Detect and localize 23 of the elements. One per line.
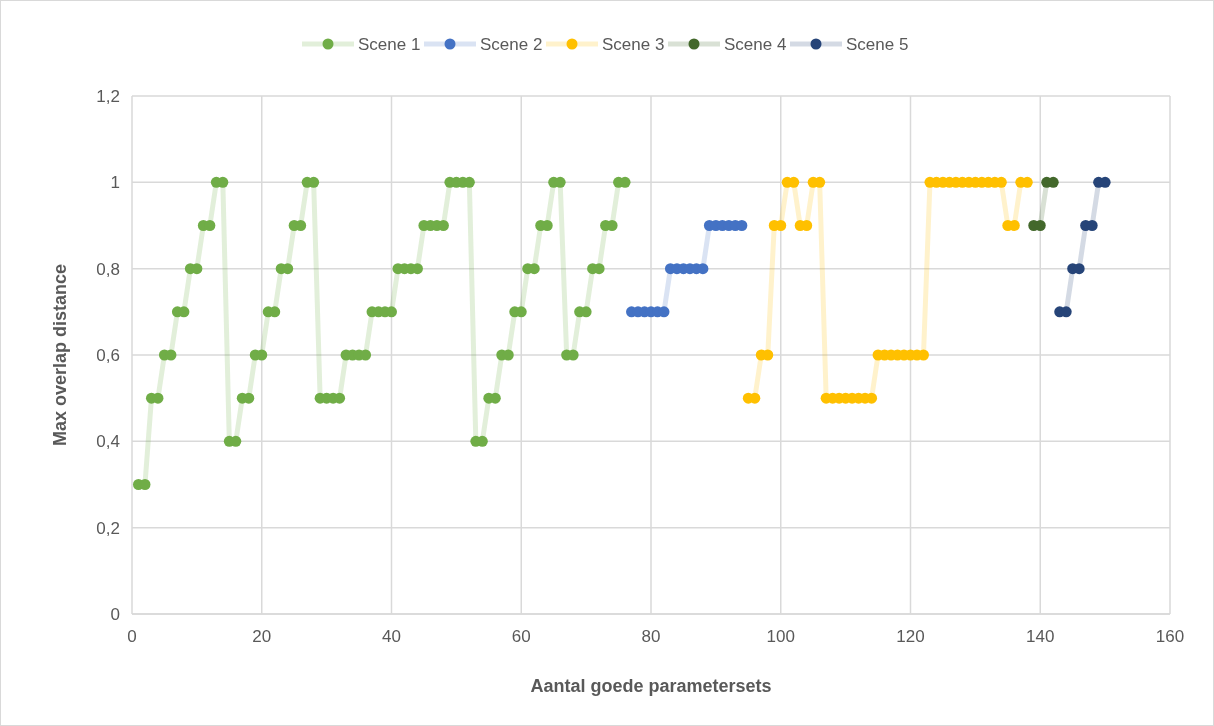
legend-label: Scene 4 [724,34,787,54]
x-tick-label: 0 [127,627,137,646]
legend-label: Scene 5 [846,34,909,54]
legend-label: Scene 3 [602,34,665,54]
x-tick-label: 40 [382,627,401,646]
legend-label: Scene 1 [358,34,421,54]
y-tick-label: 1 [110,173,120,193]
x-tick-label: 80 [641,627,661,646]
x-tick-label: 160 [1155,627,1185,646]
legend-label: Scene 2 [480,34,543,54]
x-tick-label: 120 [896,627,925,646]
y-tick-label: 0,8 [96,259,120,279]
y-tick-label: 0,6 [96,345,120,365]
x-tick-label: 60 [511,627,531,646]
x-tick-label: 20 [252,627,272,646]
x-tick-label: 100 [766,627,795,646]
y-tick-label: 0,4 [96,432,120,452]
y-tick-label: 0 [110,604,120,624]
y-tick-label: 1,2 [96,86,120,106]
x-tick-label: 140 [1026,627,1055,646]
y-tick-label: 0,2 [96,518,120,538]
x-axis-title: Aantal goede parametersets [530,676,772,696]
y-axis-title: Max overlap distance [50,263,70,447]
